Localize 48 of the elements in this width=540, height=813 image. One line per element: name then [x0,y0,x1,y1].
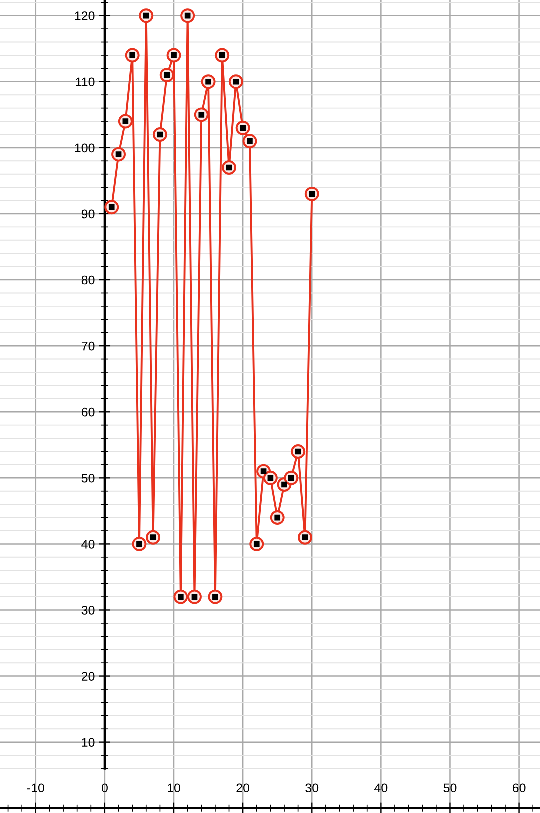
y-tick-label: 70 [82,342,95,351]
x-tick-label: 30 [306,784,319,793]
point [208,590,223,604]
y-tick-label: 50 [82,474,95,483]
y-tick-label: 90 [82,210,95,219]
point [112,147,126,162]
y-tick-label: 100 [75,144,95,153]
y-tick-label: 60 [82,408,95,417]
point [236,120,250,136]
x-tick-label: 20 [236,784,250,793]
point [228,74,244,90]
point [270,510,285,526]
y-tick-label: 30 [82,606,95,615]
point [160,68,174,83]
point [222,160,236,175]
x-tick-label: 0 [102,784,108,793]
point [242,134,258,149]
point [263,470,278,486]
point [132,536,147,552]
point [166,48,182,63]
x-tick-label: 40 [374,784,388,793]
point [291,444,306,459]
x-tick-label: 60 [512,784,526,793]
y-tick-label: 10 [82,738,95,747]
point [146,530,161,545]
y-tick-label: 40 [82,540,95,549]
point [298,530,312,545]
point [194,108,209,122]
point [118,114,133,129]
point [188,590,202,604]
point [304,186,320,202]
y-tick-label: 120 [75,12,95,21]
point [139,8,154,24]
y-tick-label: 110 [76,78,95,87]
point [215,48,230,63]
x-tick-label: 10 [168,784,180,793]
x-tick-label: -10 [27,784,44,793]
x-tick-label: 50 [444,784,457,793]
y-tick-label: 80 [82,276,95,285]
point [250,536,264,552]
point [125,48,140,63]
point [104,200,120,215]
point [201,74,216,90]
point [180,8,196,24]
y-tick-label: 20 [82,672,95,681]
point [284,470,299,486]
point [152,128,168,142]
point [174,590,188,604]
